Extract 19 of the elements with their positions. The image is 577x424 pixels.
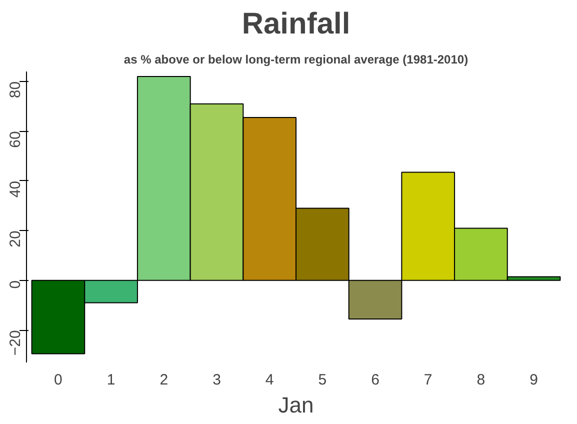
y-tick-label: −20 [7,330,24,356]
y-tick-label: 40 [7,180,24,198]
y-tick-label: 60 [7,131,24,148]
x-tick-label: 6 [371,372,380,388]
x-axis-title: Jan [278,392,314,418]
chart-subtitle: as % above or below long-term regional average (1981-2010) [124,52,468,66]
x-tick-label: 8 [476,372,486,388]
x-tick-label: 2 [160,372,168,388]
y-tick-label: 80 [7,81,24,98]
x-tick-label: 7 [424,372,432,388]
x-tick-label: 1 [106,372,116,388]
y-tick-label: 20 [7,230,24,248]
chart-title: Rainfall [242,8,350,40]
x-tick-label: 9 [530,372,538,388]
x-tick-label: 0 [54,372,62,388]
y-tick-label: 0 [7,280,24,289]
x-tick-label: 5 [318,372,327,388]
x-tick-label: 3 [212,372,221,388]
x-tick-label: 4 [265,372,274,388]
